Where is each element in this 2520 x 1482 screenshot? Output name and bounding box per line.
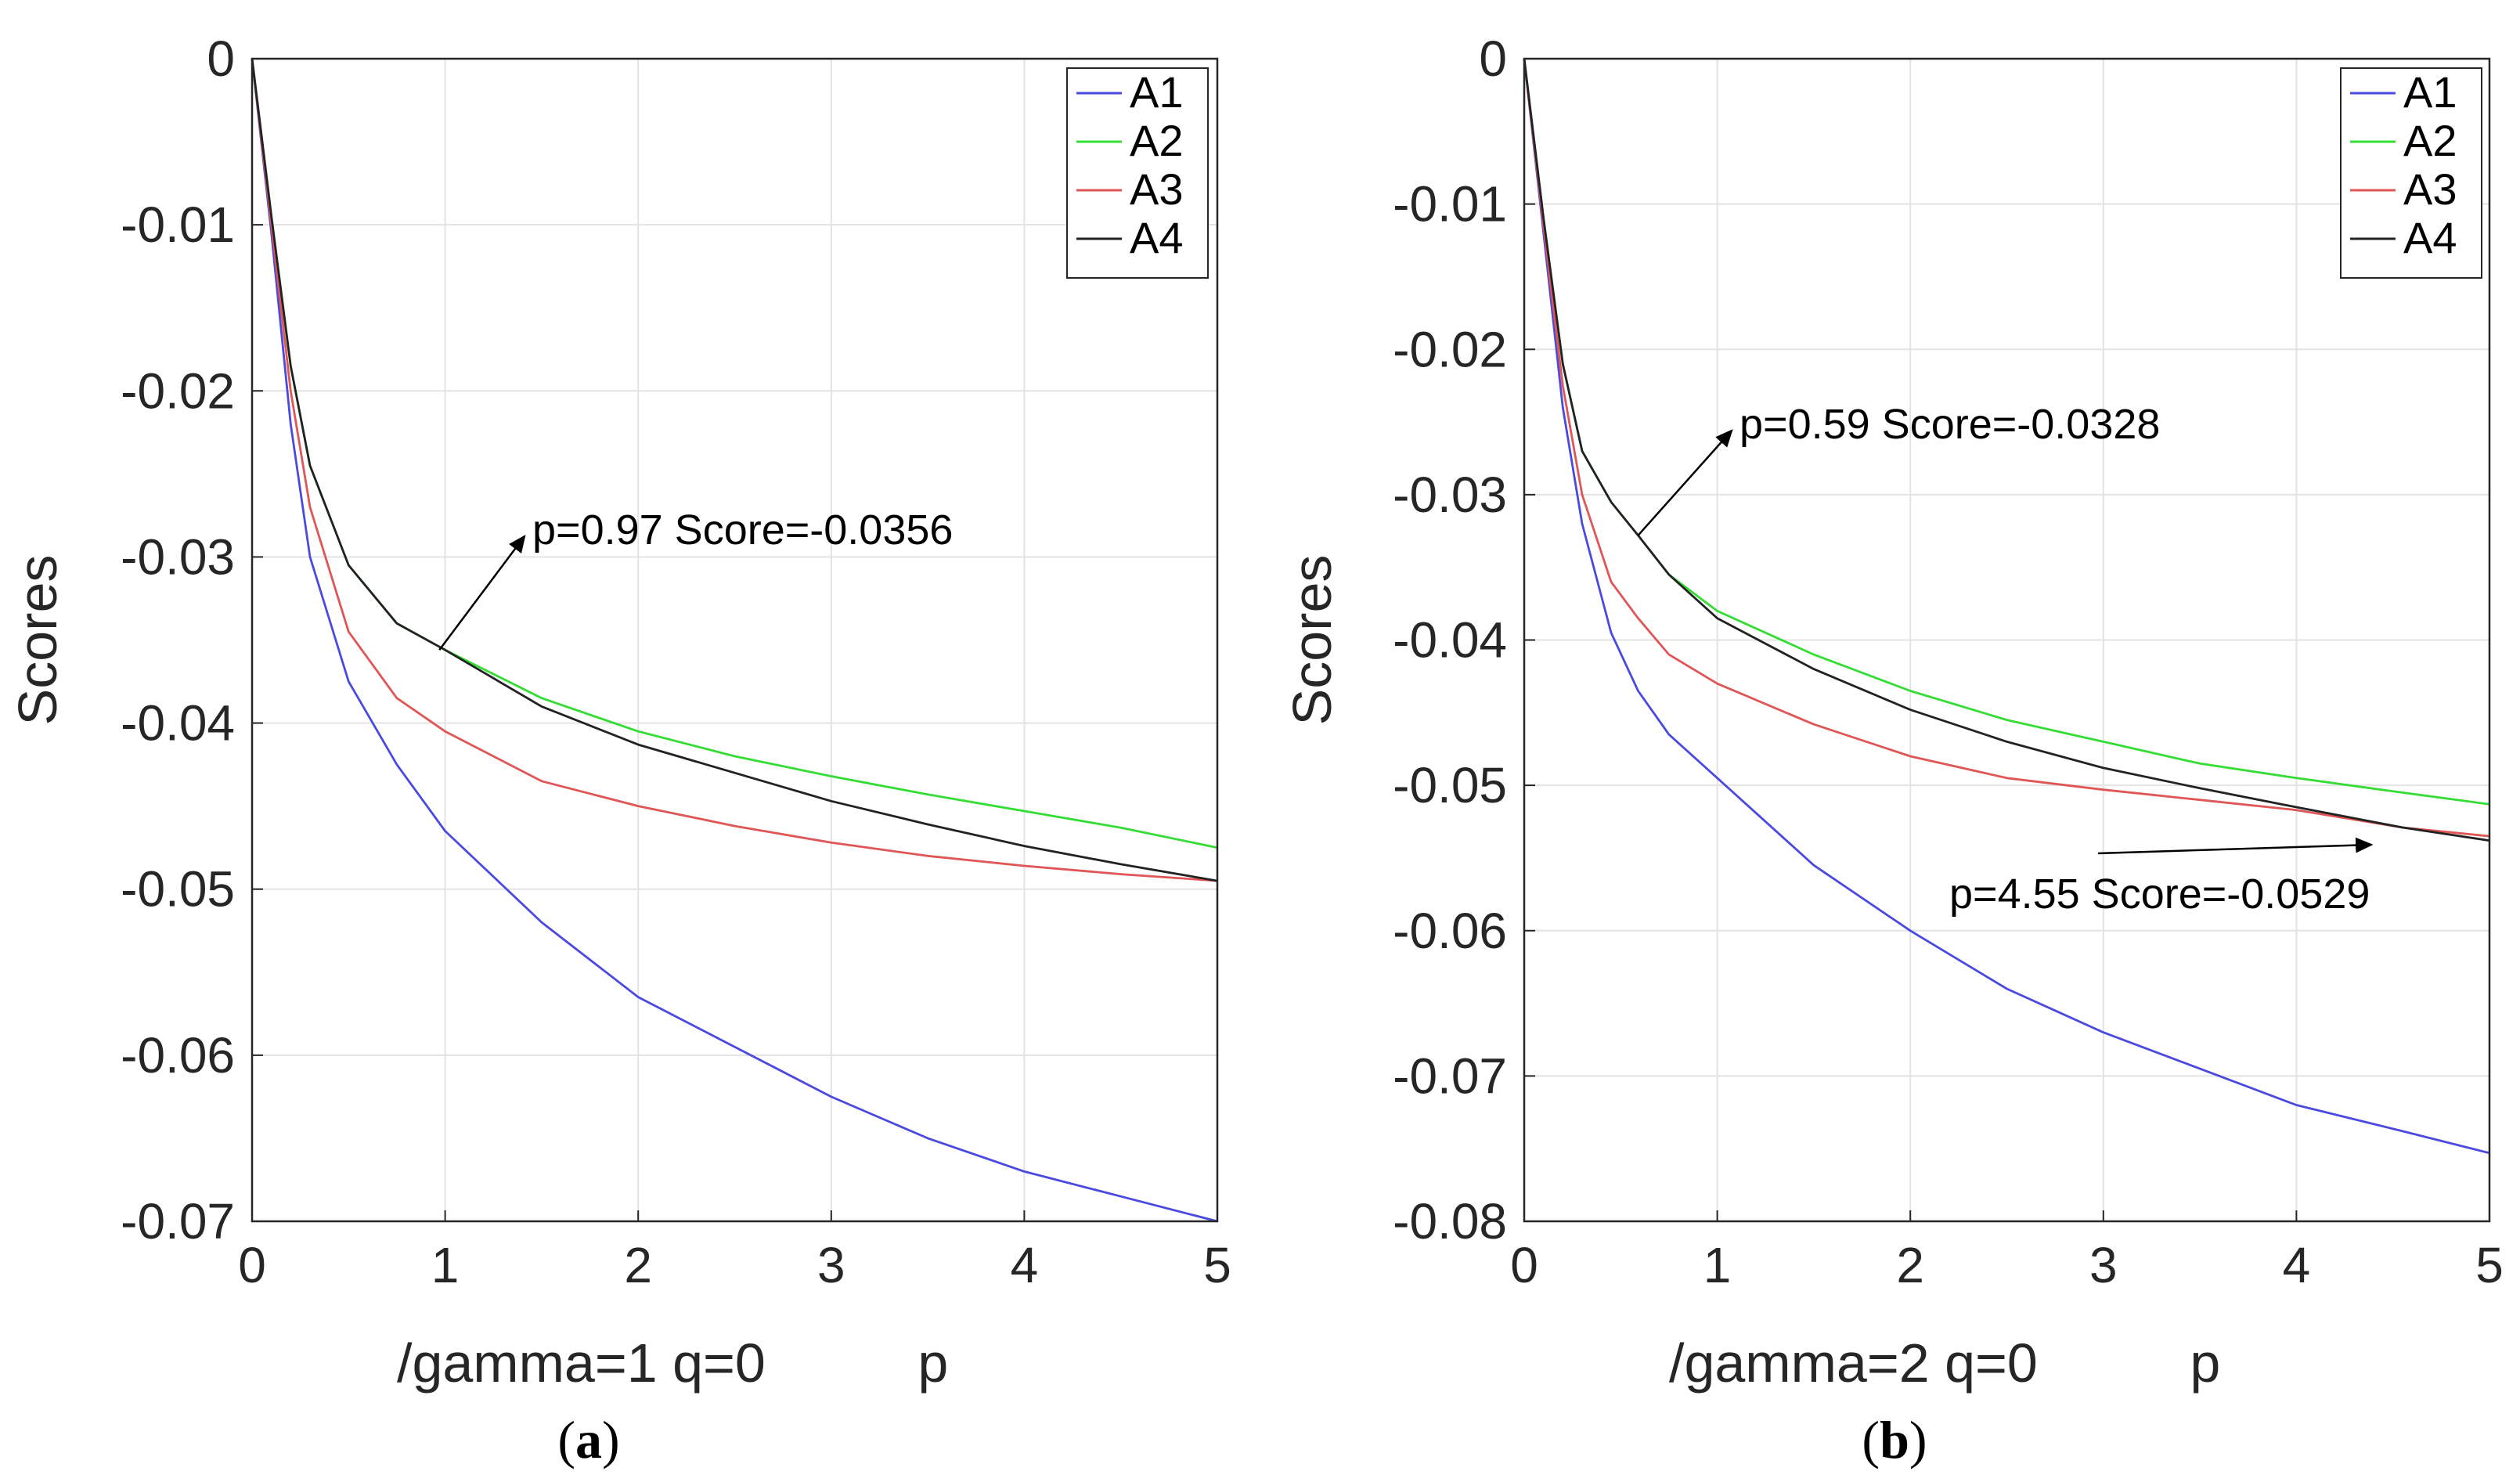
panel-label: (b) [1862, 1410, 1927, 1469]
legend-label: A3 [2403, 164, 2457, 214]
legend-label: A3 [1130, 164, 1184, 214]
annotation-label: p=0.59 Score=-0.0328 [1739, 401, 2160, 448]
x-tick-label: 5 [2475, 1237, 2504, 1293]
y-tick-label: -0.04 [121, 695, 235, 752]
x-tick-label: 2 [1896, 1237, 1924, 1293]
series-line-a4 [1523, 58, 2490, 842]
chart-panel-a: 0 1 2 3 4 5 0 -0.01 -0.02 -0.03 -0.04 -0.05 -0.06 -0.… [7, 31, 1231, 1469]
y-tick-label: -0.01 [121, 197, 235, 253]
panel-label: (a) [557, 1410, 619, 1469]
x-tick-label: 3 [2089, 1237, 2118, 1293]
annotation-label: p=4.55 Score=-0.0529 [1949, 871, 2370, 918]
legend-label: A1 [2403, 67, 2457, 117]
y-tick-label: -0.05 [121, 861, 235, 918]
annotation-arrow [438, 534, 526, 651]
legend-label: A2 [2403, 116, 2457, 165]
y-tick-label: -0.08 [1393, 1193, 1507, 1249]
series-line-a4 [251, 58, 1218, 882]
legend-label: A4 [2403, 213, 2457, 262]
axes-box [251, 57, 1219, 1223]
legend-label: A1 [1130, 67, 1184, 117]
x-tick-label: 0 [238, 1237, 266, 1293]
x-tick-label: 0 [1510, 1237, 1538, 1293]
y-tick-label: -0.02 [1393, 321, 1507, 377]
y-tick-label: -0.06 [121, 1027, 235, 1084]
y-tick-label: -0.03 [1393, 467, 1507, 523]
x-tick-label: 4 [2283, 1237, 2311, 1293]
x-axis-label: /gamma=2 q=0 p [1669, 1332, 2220, 1394]
y-tick-label: -0.05 [1393, 757, 1507, 813]
x-tick-label: 5 [1203, 1237, 1231, 1293]
x-axis-label: /gamma=1 q=0 p [397, 1332, 948, 1394]
y-tick-label: -0.03 [121, 528, 235, 585]
chart-panel-b: 0 1 2 3 4 5 0 -0.01 -0.02 -0.03 -0.04 -0.05 -0.06 -0.… [1282, 31, 2504, 1469]
series-line-a3 [251, 58, 1218, 882]
x-tick-label: 1 [1703, 1237, 1732, 1293]
y-axis-label: Scores [1282, 555, 1343, 726]
y-axis-label: Scores [7, 555, 68, 726]
annotation-arrow [2097, 837, 2374, 855]
annotation-label: p=0.97 Score=-0.0356 [532, 507, 953, 553]
x-tick-label: 2 [624, 1237, 652, 1293]
y-tick-label: -0.06 [1393, 903, 1507, 959]
y-tick-label: 0 [1479, 31, 1507, 87]
y-tick-label: -0.02 [121, 362, 235, 419]
y-tick-label: -0.04 [1393, 612, 1507, 669]
y-tick-label: -0.07 [1393, 1047, 1507, 1104]
x-tick-label: 4 [1011, 1237, 1039, 1293]
legend-box [1066, 67, 1209, 279]
legend-label: A2 [1130, 116, 1184, 165]
series-line-a1 [251, 58, 1218, 1223]
x-tick-label: 1 [431, 1237, 460, 1293]
legend-label: A4 [1130, 213, 1184, 262]
legend-box [2340, 67, 2482, 279]
y-tick-label: -0.01 [1393, 176, 1507, 233]
y-tick-label: -0.07 [121, 1193, 235, 1249]
x-tick-label: 3 [817, 1237, 845, 1293]
y-tick-label: 0 [207, 31, 235, 87]
series-line-a3 [1523, 58, 2490, 838]
annotation-arrow [1637, 429, 1733, 536]
series-line-a1 [1523, 58, 2490, 1155]
